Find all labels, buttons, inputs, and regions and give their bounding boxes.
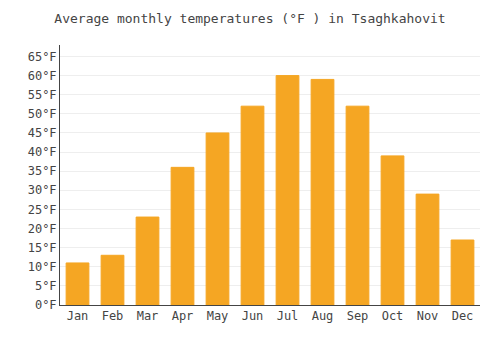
svg-text:Dec: Dec <box>452 309 474 323</box>
svg-text:30°F: 30°F <box>28 183 57 197</box>
svg-text:Jun: Jun <box>242 309 264 323</box>
svg-text:65°F: 65°F <box>28 50 57 64</box>
svg-text:Sep: Sep <box>347 309 369 323</box>
svg-text:Apr: Apr <box>172 309 194 323</box>
svg-text:25°F: 25°F <box>28 203 57 217</box>
svg-text:Aug: Aug <box>312 309 334 323</box>
svg-text:40°F: 40°F <box>28 145 57 159</box>
svg-text:50°F: 50°F <box>28 107 57 121</box>
svg-text:15°F: 15°F <box>28 241 57 255</box>
svg-text:5°F: 5°F <box>35 279 57 293</box>
svg-text:20°F: 20°F <box>28 222 57 236</box>
svg-text:55°F: 55°F <box>28 88 57 102</box>
svg-text:10°F: 10°F <box>28 260 57 274</box>
svg-text:Average monthly temperatures (: Average monthly temperatures (°F ) in Ts… <box>54 11 445 26</box>
svg-text:Jan: Jan <box>67 309 89 323</box>
svg-text:0°F: 0°F <box>35 298 57 312</box>
svg-text:60°F: 60°F <box>28 69 57 83</box>
svg-text:Feb: Feb <box>102 309 124 323</box>
svg-text:Mar: Mar <box>137 309 159 323</box>
svg-text:May: May <box>207 309 229 323</box>
svg-text:Oct: Oct <box>382 309 404 323</box>
svg-text:Nov: Nov <box>417 309 439 323</box>
svg-text:35°F: 35°F <box>28 164 57 178</box>
svg-text:45°F: 45°F <box>28 126 57 140</box>
svg-text:Jul: Jul <box>277 309 299 323</box>
